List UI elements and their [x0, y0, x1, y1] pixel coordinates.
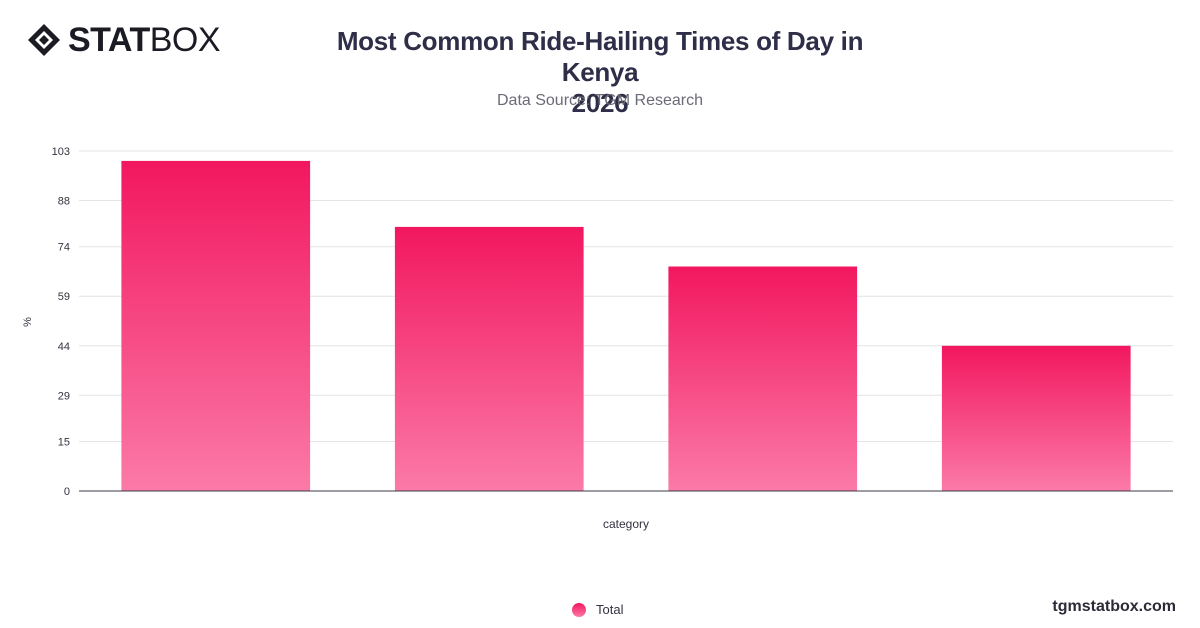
y-tick-label: 29 [58, 390, 70, 402]
chart-title: Most Common Ride-Hailing Times of Day in… [300, 26, 900, 119]
y-tick-label: 44 [58, 341, 70, 353]
y-tick-label: 0 [64, 486, 70, 498]
brand-url[interactable]: tgmstatbox.com [1052, 598, 1176, 615]
chart-title-line2: 2026 [571, 88, 629, 118]
y-tick-label: 59 [58, 291, 70, 303]
bar[interactable] [941, 345, 1131, 491]
legend: Total [572, 602, 623, 617]
legend-label: Total [596, 602, 624, 617]
chart-subtitle: Data Source: TGM Research [496, 92, 703, 109]
y-axis-label: % [22, 317, 34, 327]
brand-name-light: BOX [149, 21, 221, 59]
legend-swatch [572, 602, 586, 617]
y-tick-label: 15 [58, 436, 70, 448]
axes: 0 15 29 44 59 74 88 103 [52, 146, 1173, 498]
bar[interactable] [121, 160, 311, 491]
brand-name: STATBOX [68, 21, 221, 59]
bar[interactable] [668, 266, 858, 492]
chart-title-line1: Most Common Ride-Hailing Times of Day in… [336, 26, 864, 87]
bar[interactable] [394, 226, 584, 491]
y-tick-label: 74 [58, 242, 70, 254]
brand-name-bold: STAT [68, 21, 150, 59]
bars [121, 160, 1131, 492]
x-axis-label: category [603, 517, 649, 531]
y-tick-label: 88 [58, 196, 70, 208]
y-tick-label: 103 [52, 146, 70, 158]
brand-logo: STATBOX [26, 21, 221, 59]
diamond-logo-icon [28, 24, 60, 56]
